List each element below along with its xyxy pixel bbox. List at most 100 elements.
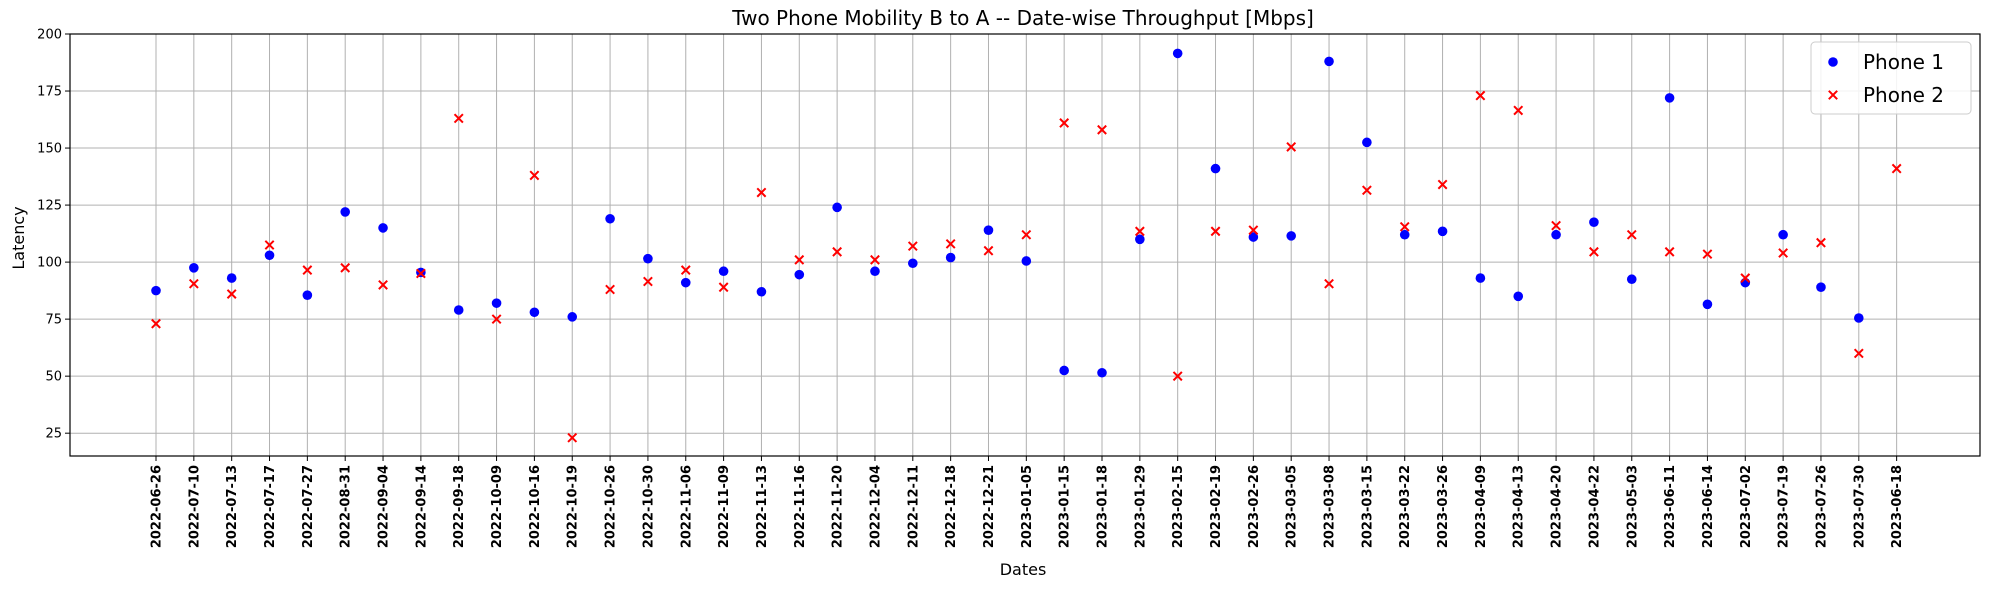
legend-label: Phone 2	[1863, 83, 1944, 107]
phone-1-point	[1854, 313, 1864, 323]
x-tick-label: 2022-12-18	[944, 465, 959, 548]
phone-2-point	[226, 289, 237, 299]
phone-1-point	[378, 223, 388, 233]
x-tick-label: 2023-01-29	[1133, 465, 1148, 548]
x-tick-label: 2023-07-19	[1777, 465, 1792, 548]
x-tick-label: 2023-01-18	[1096, 465, 1111, 548]
phone-2-point	[1021, 229, 1032, 240]
phone-2-point	[453, 113, 464, 124]
phone-1-point	[1778, 229, 1788, 240]
phone-2-point	[832, 246, 843, 257]
phone-2-point	[151, 318, 161, 329]
phone-1-point	[1097, 367, 1107, 378]
phone-1-point	[1324, 56, 1334, 67]
x-tick-label: 2023-02-26	[1247, 465, 1262, 548]
x-tick-label: 2022-07-13	[225, 465, 240, 548]
x-tick-label: 2023-04-13	[1512, 465, 1527, 548]
phone-1-point	[1399, 229, 1410, 240]
x-tick-label: 2023-02-15	[1171, 465, 1186, 548]
x-tick-label: 2023-07-26	[1814, 465, 1829, 548]
x-tick-label: 2023-03-15	[1360, 465, 1375, 548]
x-tick-label: 2023-01-15	[1058, 465, 1073, 548]
phone-2-point	[1361, 185, 1372, 196]
legend-label: Phone 1	[1863, 50, 1944, 74]
phone-1-point	[1362, 137, 1372, 148]
x-tick-label: 2022-10-16	[528, 465, 543, 548]
phone-1-point	[491, 298, 502, 308]
phone-1-point	[529, 307, 540, 318]
y-axis-ticks: 25 50 75 100 125 150 175 200	[37, 28, 70, 442]
phone-2-point	[1324, 278, 1334, 289]
x-tick-label: 2022-07-17	[263, 465, 278, 548]
phone-2-point	[340, 262, 351, 273]
phone-1-point	[794, 269, 805, 280]
phone-1-point	[643, 253, 653, 264]
phone-2-point	[605, 284, 615, 295]
phone-2-point	[1664, 246, 1675, 257]
phone-2-point	[794, 254, 805, 265]
phone-2-point	[945, 238, 956, 249]
phone-2-point	[643, 276, 653, 287]
x-tick-label: 2023-06-11	[1663, 465, 1678, 548]
phone-2-point	[1513, 105, 1524, 116]
phone-1-point	[1475, 273, 1486, 283]
phone-1-point	[302, 290, 313, 300]
phone-1-point	[1021, 256, 1032, 266]
x-tick-label: 2023-07-30	[1852, 465, 1867, 548]
phone-2-point	[1778, 248, 1789, 258]
phone-2-point	[1437, 179, 1448, 190]
phone-2-point	[1891, 163, 1902, 174]
x-tick-label: 2022-12-04	[868, 465, 883, 548]
x-tick-label: 2023-04-22	[1587, 465, 1602, 548]
x-tick-label: 2023-07-02	[1739, 465, 1754, 548]
phone-1-point	[1626, 274, 1637, 285]
phone-1-point	[605, 213, 615, 224]
phone-2-point	[1286, 142, 1297, 152]
phone-2-point	[756, 187, 767, 198]
phone-2-point	[1059, 118, 1070, 128]
phone-2-point	[1210, 226, 1221, 237]
phone-1-point	[453, 305, 464, 315]
phone-1-point	[983, 225, 994, 235]
phone-2-point	[1475, 90, 1486, 101]
x-tick-label: 2022-09-14	[414, 465, 429, 548]
phone-2-point	[1589, 246, 1599, 257]
legend-marker-phone-2	[1828, 90, 1838, 100]
x-tick-label: 2023-03-26	[1436, 465, 1451, 548]
phone-1-point	[1589, 217, 1599, 227]
plot-frame	[69, 33, 1981, 457]
y-tick-label: 200	[37, 28, 62, 43]
phone-1-point	[1664, 93, 1675, 103]
x-tick-label: 2023-03-22	[1398, 465, 1413, 548]
phone-1-point	[680, 277, 691, 288]
phone-1-point	[189, 263, 199, 273]
y-tick-label: 25	[45, 427, 62, 442]
phone-2-point	[718, 282, 729, 293]
phone-2-point	[1172, 371, 1183, 382]
phone-1-point	[1210, 163, 1221, 174]
x-axis-label: Dates	[1000, 560, 1047, 579]
legend-box	[1810, 41, 1972, 115]
x-tick-label: 2022-10-09	[490, 465, 505, 548]
phone-2-point	[1134, 226, 1145, 237]
x-tick-label: 2022-06-26	[150, 465, 165, 548]
phone-2-point	[1740, 273, 1751, 283]
x-tick-label: 2023-06-18	[1890, 465, 1905, 548]
phone-2-point	[680, 265, 691, 275]
phone-1-point	[1248, 232, 1259, 242]
phone-1-point	[567, 312, 578, 322]
phone-2-point	[983, 245, 994, 256]
phone-1-point	[1513, 291, 1524, 302]
phone-2-point	[415, 268, 426, 279]
y-tick-label: 100	[37, 256, 62, 271]
x-tick-label: 2023-01-05	[1020, 465, 1035, 548]
x-tick-label: 2022-10-19	[566, 465, 581, 548]
x-tick-label: 2022-11-13	[755, 465, 770, 548]
x-tick-label: 2022-11-09	[717, 465, 732, 548]
phone-2-point	[1248, 225, 1259, 236]
phone-2-point	[264, 240, 275, 250]
phone-2-point	[188, 278, 199, 289]
phone-1-point	[832, 202, 842, 213]
